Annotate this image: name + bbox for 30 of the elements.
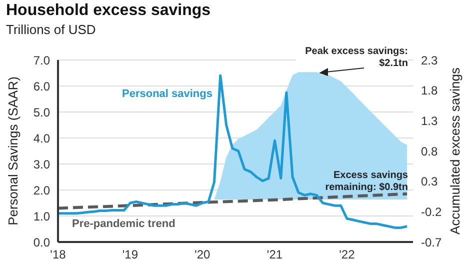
y-tick-label: 5.0 [33,105,50,120]
series-label: Personal savings [122,88,212,100]
x-tick-label: '20 [194,248,211,262]
series-label: Pre-pandemic trend [72,218,176,230]
y-tick-label: 6.0 [33,79,50,94]
y2-axis-title: Accumulated excess savings [448,67,463,234]
y2-tick-label: -0.2 [421,204,442,219]
x-tick-label: '22 [339,248,356,262]
chart-title: Household excess savings [6,2,211,20]
y-tick-label: 2.0 [33,183,50,198]
x-tick-label: '21 [266,248,283,262]
chart-subtitle: Trillions of USD [6,22,96,37]
y-tick-label: 1.0 [33,209,50,224]
y-axis-title: Personal Savings (SAAR) [6,76,21,226]
y-tick-label: 7.0 [33,53,50,68]
annotation: Excess savings remaining: $0.9tn [324,170,408,194]
x-tick-label: '19 [122,248,138,262]
y2-tick-label: 1.3 [421,114,438,128]
y2-tick-label: -0.7 [421,235,442,250]
y-tick-label: 4.0 [33,131,50,146]
y-tick-label: 3.0 [33,157,50,172]
line-series [58,192,409,210]
y2-tick-label: 0.3 [421,174,438,189]
y-tick-label: 0.0 [33,235,50,250]
y2-tick-label: 2.3 [421,53,438,68]
y2-tick-label: 1.8 [421,84,438,98]
annotation: Peak excess savings: $2.1tn [296,46,408,70]
line-series [58,74,408,229]
x-tick-label: '18 [50,248,66,262]
y2-tick-label: 0.8 [421,144,438,158]
